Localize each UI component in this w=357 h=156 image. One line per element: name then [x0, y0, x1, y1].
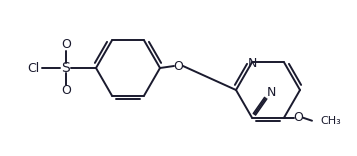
Text: O: O — [173, 59, 183, 73]
Text: O: O — [293, 111, 303, 124]
Text: S: S — [62, 61, 70, 75]
Text: N: N — [247, 57, 257, 70]
Text: N: N — [266, 86, 276, 99]
Text: Cl: Cl — [27, 61, 39, 75]
Text: O: O — [61, 85, 71, 98]
Text: CH₃: CH₃ — [320, 116, 341, 126]
Text: O: O — [61, 39, 71, 51]
